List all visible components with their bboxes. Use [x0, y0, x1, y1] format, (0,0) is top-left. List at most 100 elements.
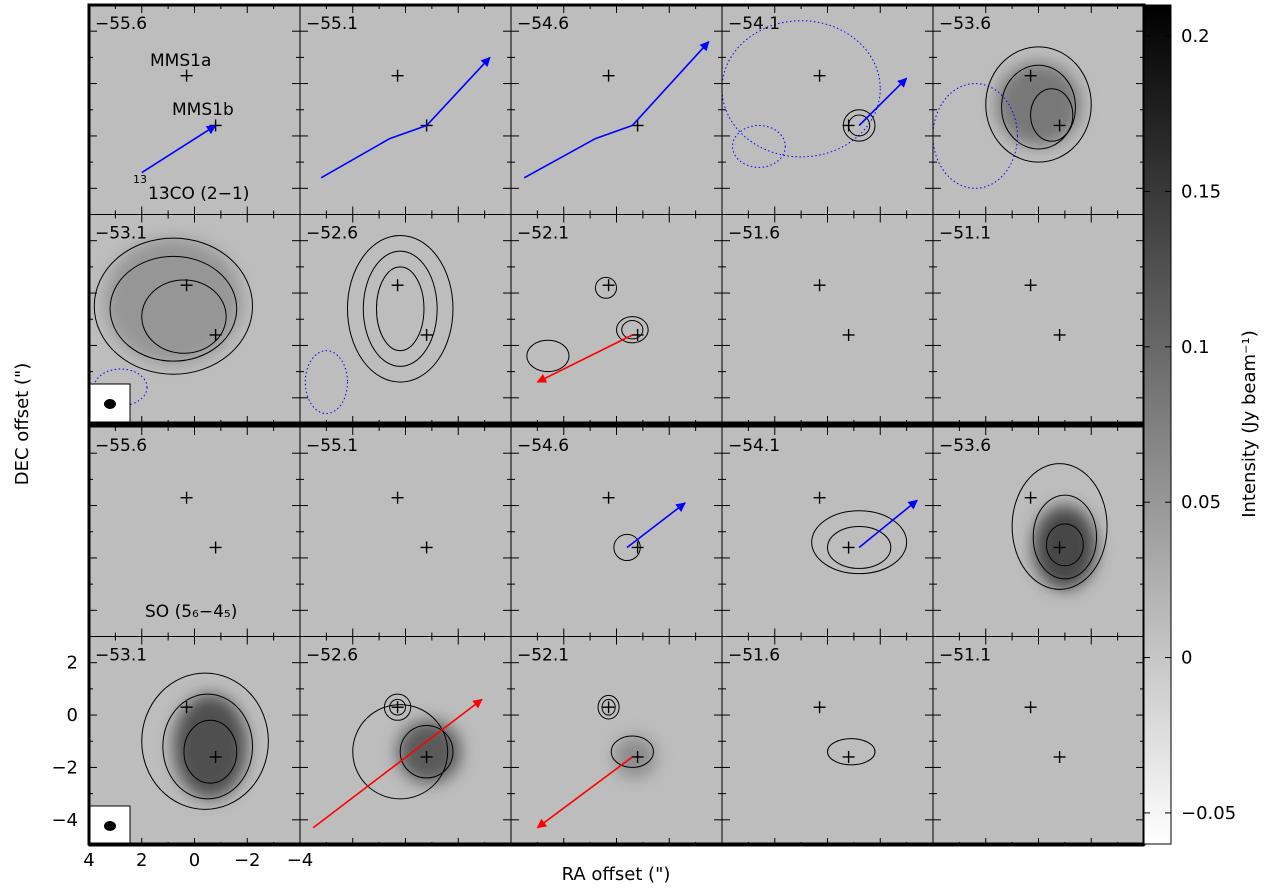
panel-background [511, 5, 722, 215]
source-label-mms1a: MMS1a [150, 51, 211, 71]
source-marker [1053, 541, 1066, 554]
colorbar-tick-label: −0.05 [1181, 803, 1236, 824]
panel-background [300, 214, 511, 424]
velocity-label: −53.1 [95, 224, 147, 244]
contour [362, 250, 438, 367]
velocity-label: −53.6 [939, 14, 991, 34]
contour [109, 255, 238, 362]
source-marker [813, 69, 826, 82]
velocity-label: −51.1 [939, 224, 991, 244]
panel-background [300, 427, 511, 637]
beam-ellipse [104, 821, 116, 831]
x-tick-label: 2 [136, 850, 147, 871]
source-marker [631, 750, 644, 763]
outflow-arrow-blue [523, 40, 710, 179]
source-marker [631, 541, 644, 554]
source-marker [180, 701, 193, 714]
contour [610, 735, 654, 768]
channel-panel: −55.6 [88, 4, 301, 215]
x-tick-label: −2 [234, 850, 261, 871]
channel-panel: −51.6 [721, 214, 934, 425]
channel-panel: −53.1 [88, 214, 301, 425]
velocity-label: −51.1 [939, 646, 991, 666]
channel-panel: −55.6 [88, 426, 301, 637]
x-axis-label: RA offset (") [562, 864, 671, 885]
source-marker [209, 750, 222, 763]
velocity-label: −55.6 [95, 14, 147, 34]
contour [389, 698, 406, 716]
contour [162, 693, 254, 800]
outflow-arrow-blue [320, 56, 491, 179]
source-marker [842, 541, 855, 554]
species-label-so: SO (5₆−4₅) [145, 602, 237, 622]
negative-contour [93, 368, 148, 407]
colorbar-tick-label: 0.15 [1181, 181, 1221, 202]
channel-panel: −54.1 [721, 426, 934, 637]
source-marker [1024, 701, 1037, 714]
panel-background [722, 214, 933, 424]
velocity-label: −53.1 [95, 646, 147, 666]
outflow-arrow-blue [626, 502, 686, 549]
source-marker [842, 750, 855, 763]
source-marker [1053, 750, 1066, 763]
source-marker [1053, 119, 1066, 132]
channel-panel: −53.6 [932, 426, 1145, 637]
contour [1032, 494, 1098, 580]
channel-panel: −54.1 [721, 4, 934, 215]
contour [621, 320, 644, 340]
colorbar-label: Intensity (Jy beam⁻¹) [1239, 330, 1260, 518]
y-tick-label: 2 [67, 653, 78, 674]
y-tick-label: −4 [51, 810, 78, 831]
channel-panel: −51.1 [932, 636, 1145, 847]
source-marker [420, 750, 433, 763]
contour [352, 704, 449, 800]
channel-panel: −55.1 [299, 426, 512, 637]
contour [183, 719, 238, 784]
emission-blob [397, 720, 461, 784]
source-marker [391, 69, 404, 82]
contour [383, 693, 412, 721]
velocity-label: −54.6 [517, 14, 569, 34]
source-marker [180, 69, 193, 82]
contour [375, 266, 425, 352]
outflow-arrow-blue [858, 499, 918, 549]
negative-contour [304, 350, 348, 415]
contour [141, 672, 269, 810]
source-marker [813, 491, 826, 504]
svg-text:13: 13 [133, 173, 147, 186]
contour [597, 694, 620, 720]
contour [616, 316, 649, 344]
velocity-label: −55.1 [306, 436, 358, 456]
contour [985, 46, 1092, 163]
source-marker [602, 69, 615, 82]
source-marker [180, 491, 193, 504]
negative-contour [933, 83, 1018, 189]
contour [827, 738, 876, 766]
channel-panel: −54.6 [510, 426, 723, 637]
channel-panel: −53.6 [932, 4, 1145, 215]
panel-background [300, 5, 511, 215]
velocity-label: −52.1 [517, 224, 569, 244]
y-tick-label: −2 [51, 757, 78, 778]
channel-panel: −52.1 [510, 214, 723, 425]
source-marker [209, 541, 222, 554]
x-tick-labels: 4 2 0 −2 −4 [83, 850, 313, 871]
source-marker [631, 328, 644, 341]
velocity-label: −54.1 [728, 14, 780, 34]
panel-background [722, 5, 933, 215]
x-tick-label: −4 [287, 850, 314, 871]
contour [1011, 463, 1108, 590]
outflow-arrow-blue [858, 77, 908, 127]
contour [1045, 523, 1084, 567]
negative-contour [722, 20, 881, 158]
velocity-label: −55.6 [95, 436, 147, 456]
velocity-label: −54.6 [517, 436, 569, 456]
velocity-label: −51.6 [728, 224, 780, 244]
channel-panel: −52.6 [299, 214, 512, 425]
contour [1030, 88, 1074, 142]
colorbar-tick-label: 0.2 [1181, 26, 1210, 47]
channel-panel: −54.6 [510, 4, 723, 215]
channel-panel: −51.6 [721, 636, 934, 847]
source-label-mms1b: MMS1b [172, 100, 234, 120]
colorbar-tick-label: 0.1 [1181, 337, 1210, 358]
